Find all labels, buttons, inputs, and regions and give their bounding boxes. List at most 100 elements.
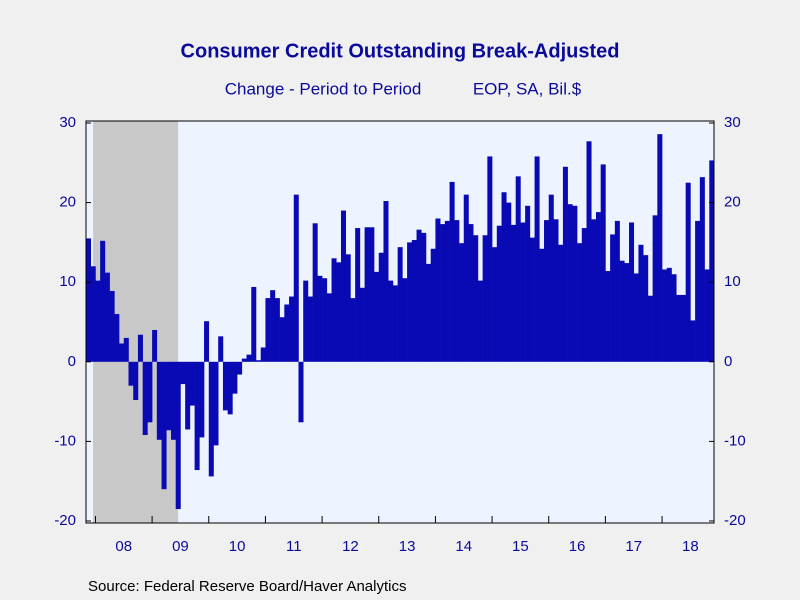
bar: [326, 293, 332, 362]
bar: [539, 248, 545, 362]
bar: [407, 242, 413, 362]
bar: [459, 243, 465, 362]
bar: [355, 228, 361, 362]
bar: [374, 271, 380, 362]
y2-tick-label: -10: [724, 432, 746, 449]
bar: [331, 258, 337, 362]
bar: [317, 275, 323, 362]
bar: [322, 278, 328, 362]
bar: [600, 164, 606, 362]
bar: [709, 160, 715, 362]
bar: [378, 252, 384, 362]
bar: [227, 361, 233, 415]
bar: [251, 286, 257, 362]
x-tick-label: 11: [286, 538, 302, 555]
bar: [194, 361, 200, 471]
bar: [119, 343, 125, 362]
x-tick-label: 08: [115, 538, 132, 555]
bar: [496, 225, 502, 362]
bar: [232, 361, 238, 394]
bar: [581, 228, 587, 362]
y-tick-label: 30: [59, 114, 76, 131]
bar: [208, 361, 214, 477]
y2-tick-label: -20: [724, 512, 746, 529]
bar: [213, 361, 219, 446]
chart-title: Consumer Credit Outstanding Break-Adjust…: [181, 40, 620, 62]
bar: [487, 156, 493, 362]
units: EOP, SA, Bil.$: [473, 79, 582, 98]
bar: [345, 254, 351, 362]
bar: [586, 141, 592, 362]
bar: [336, 262, 342, 362]
bar: [189, 361, 195, 406]
bar: [544, 220, 550, 362]
x-tick-label: 12: [342, 538, 359, 555]
bar: [699, 177, 705, 362]
x-tick-label: 17: [625, 538, 642, 555]
bar: [185, 361, 191, 430]
bar: [572, 205, 578, 362]
y2-tick-label: 0: [724, 353, 732, 370]
bar: [638, 244, 644, 362]
x-tick-label: 16: [569, 538, 586, 555]
bar: [577, 243, 583, 362]
bar: [695, 220, 701, 362]
bar: [553, 219, 559, 362]
bar: [137, 334, 143, 362]
bar: [340, 210, 346, 362]
bar: [307, 296, 313, 362]
bar: [369, 227, 375, 362]
bar: [473, 235, 479, 362]
bar: [279, 317, 285, 362]
bar: [562, 166, 568, 362]
bar: [293, 194, 299, 362]
bar: [425, 263, 431, 362]
bar: [109, 290, 115, 362]
bar: [704, 269, 710, 362]
bar: [506, 202, 512, 362]
bar: [218, 336, 224, 362]
bar: [222, 361, 228, 411]
bar: [255, 360, 262, 362]
bar: [86, 238, 92, 362]
bar: [303, 280, 309, 362]
bar: [510, 224, 516, 362]
bar: [246, 354, 252, 362]
bar: [114, 314, 120, 362]
y2-tick-label: 20: [724, 194, 741, 211]
y2-tick-label: 30: [724, 114, 741, 131]
bar: [477, 280, 483, 362]
bar: [614, 220, 620, 362]
bar: [104, 272, 110, 362]
bar: [156, 361, 162, 440]
bar: [402, 278, 408, 362]
y-tick-label: 0: [68, 353, 76, 370]
bar: [501, 192, 507, 362]
bar: [100, 240, 106, 362]
bar: [383, 201, 389, 362]
bar: [430, 248, 436, 362]
bar: [492, 247, 498, 362]
bar: [298, 361, 304, 423]
bar: [444, 220, 450, 362]
bar: [440, 224, 446, 362]
bar: [633, 273, 639, 362]
bar: [388, 280, 394, 362]
x-tick-label: 10: [229, 538, 246, 555]
source: Source: Federal Reserve Board/Haver Anal…: [88, 578, 406, 595]
bar: [605, 271, 611, 362]
bar: [397, 247, 403, 362]
bar: [128, 361, 134, 386]
bar: [289, 296, 295, 362]
bar: [392, 285, 398, 362]
bar: [284, 304, 290, 362]
bar: [525, 205, 531, 362]
bar: [237, 361, 243, 375]
bar: [180, 361, 186, 385]
y-tick-label: -20: [54, 512, 76, 529]
bar: [350, 298, 356, 362]
bar: [147, 361, 153, 423]
bar: [90, 266, 96, 362]
bar: [454, 220, 460, 362]
bar: [690, 320, 696, 362]
